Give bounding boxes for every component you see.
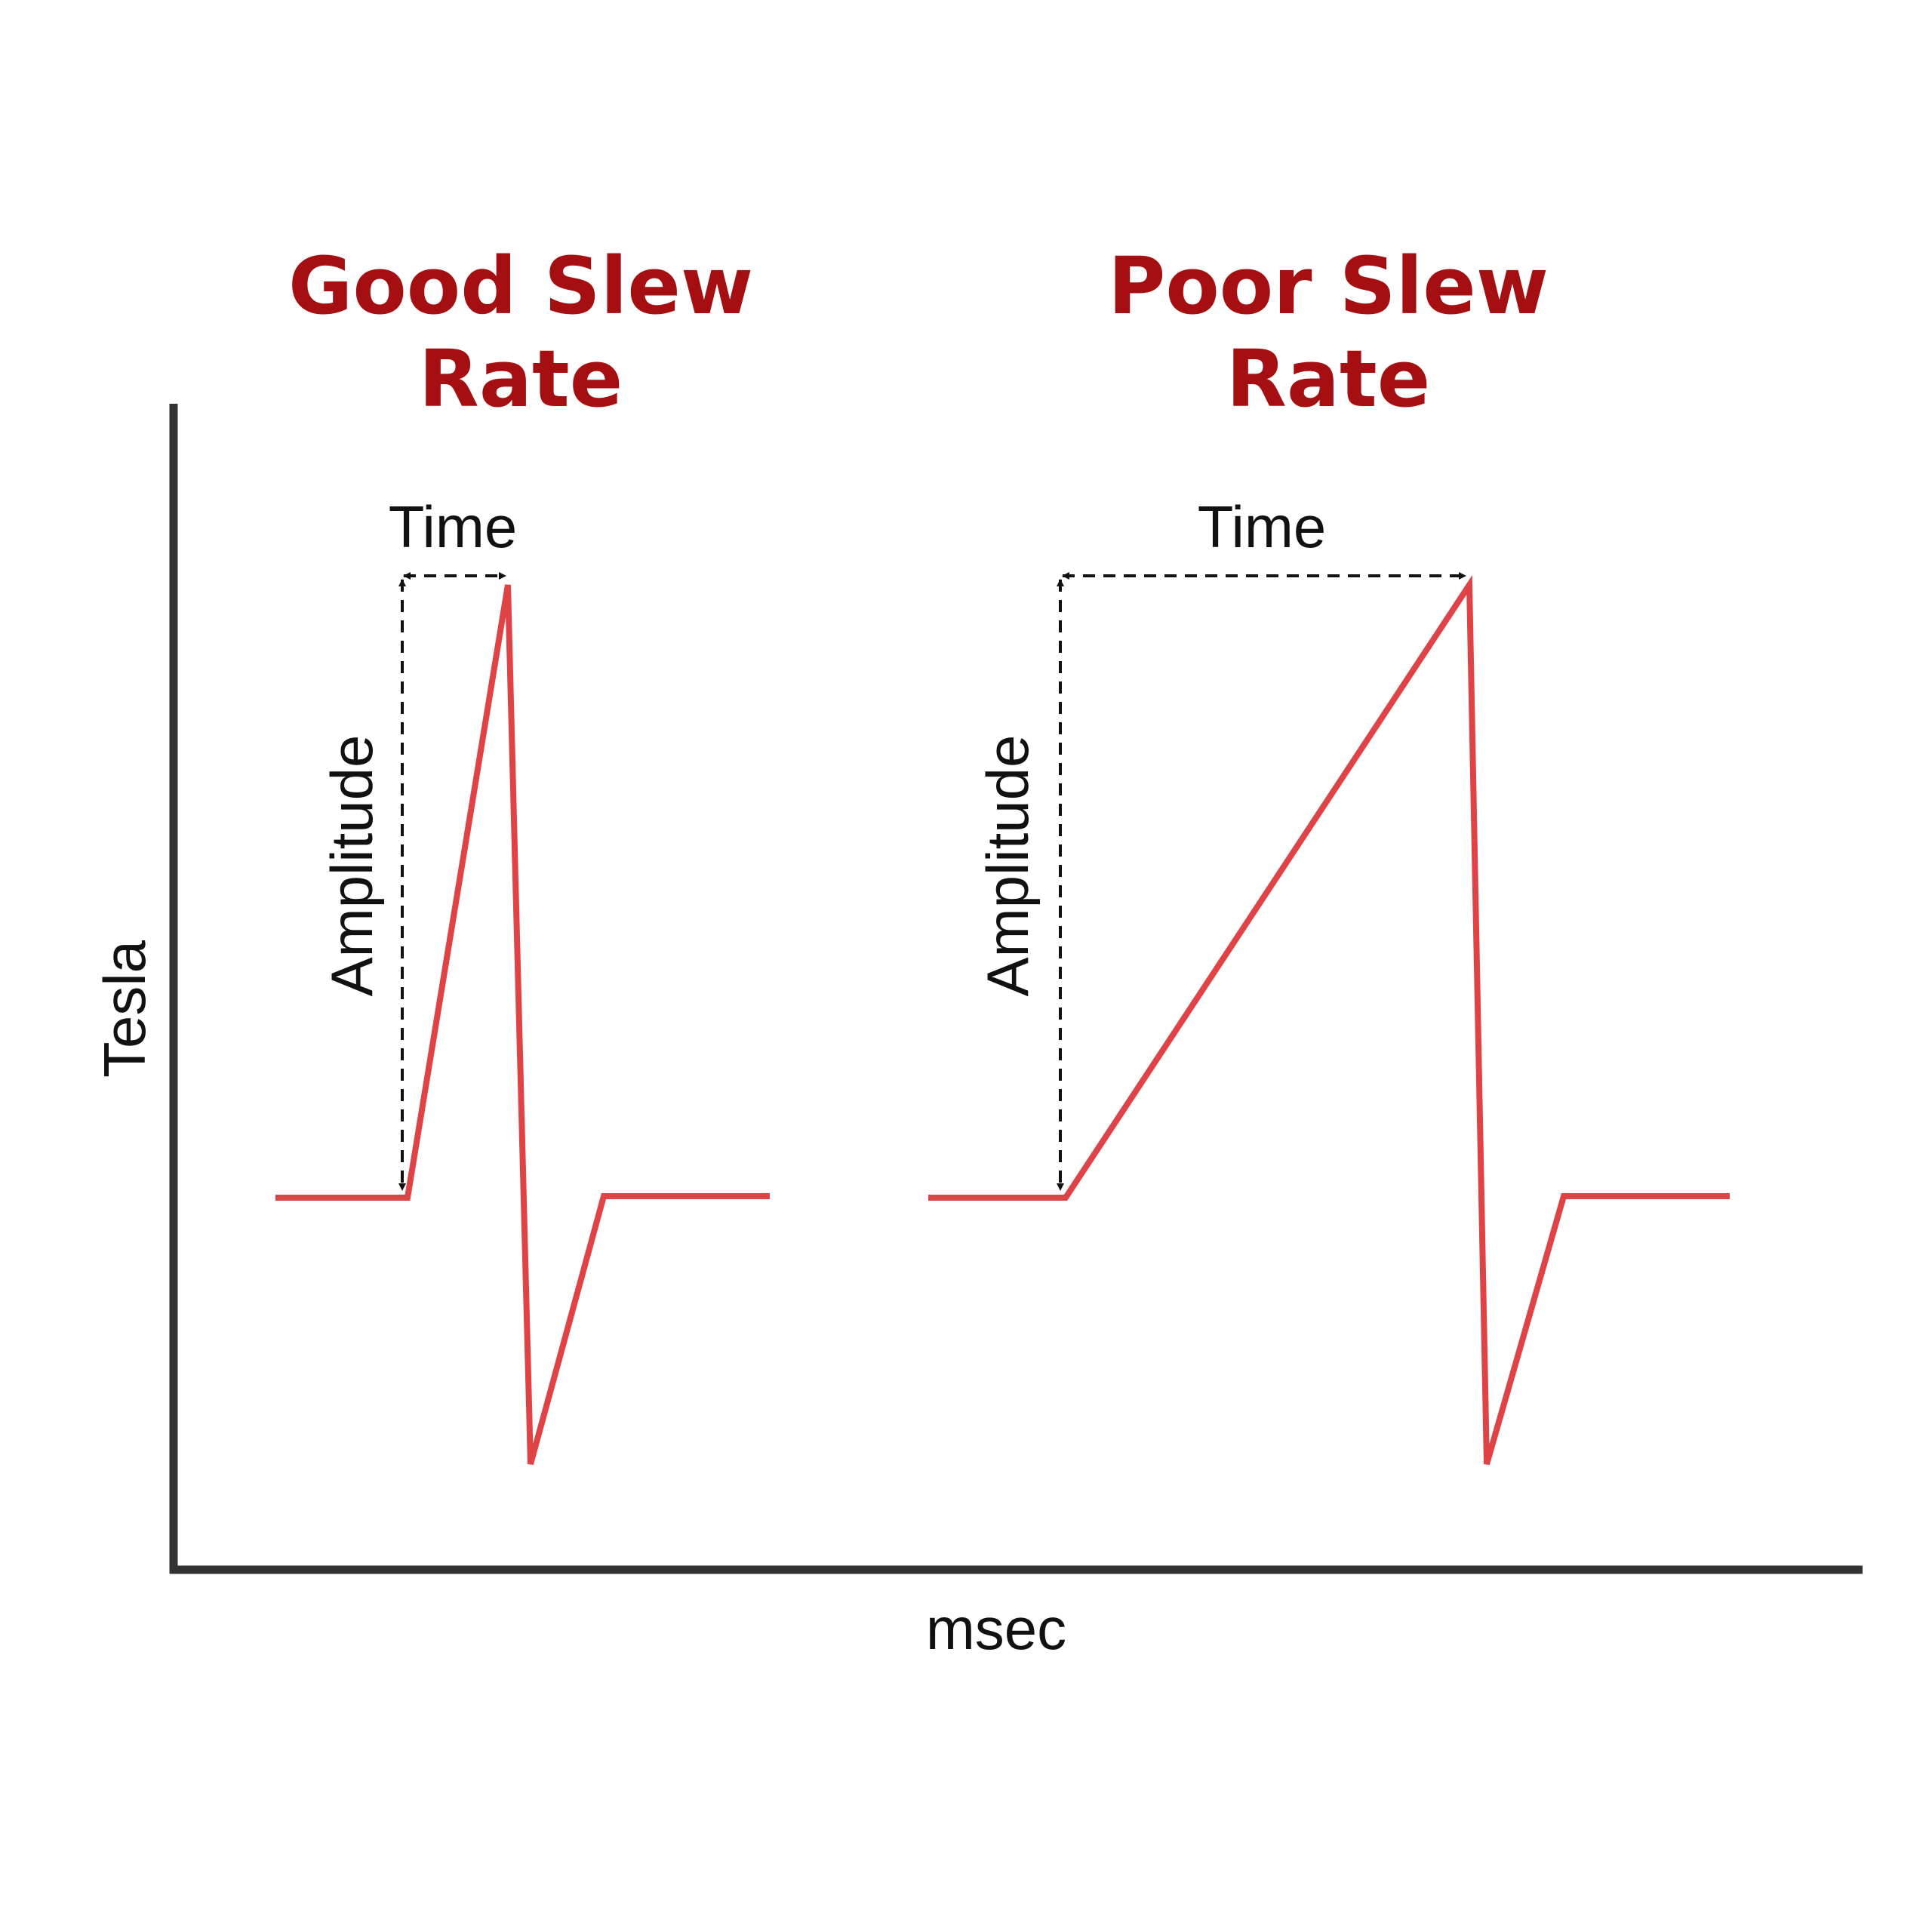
panel-title-line1: Good Slew <box>288 240 753 332</box>
amplitude-label: Amplitude <box>974 735 1041 997</box>
panel-title-line1: Poor Slew <box>1108 240 1549 332</box>
amplitude-label: Amplitude <box>318 735 385 997</box>
panel-title-line2: Rate <box>1226 333 1431 425</box>
waveform-poor <box>928 575 1730 1466</box>
time-label: Time <box>1198 494 1326 560</box>
time-label: Time <box>389 494 517 560</box>
panel-title-line2: Rate <box>419 333 623 425</box>
y-axis-label: Tesla <box>91 940 158 1078</box>
x-axis-label: msec <box>926 1595 1066 1662</box>
panel-good-slew-rate: Good Slew Rate Time Amplitude <box>275 240 770 1466</box>
waveform-good <box>275 584 770 1466</box>
panel-poor-slew-rate: Poor Slew Rate Time Amplitude <box>928 240 1730 1466</box>
